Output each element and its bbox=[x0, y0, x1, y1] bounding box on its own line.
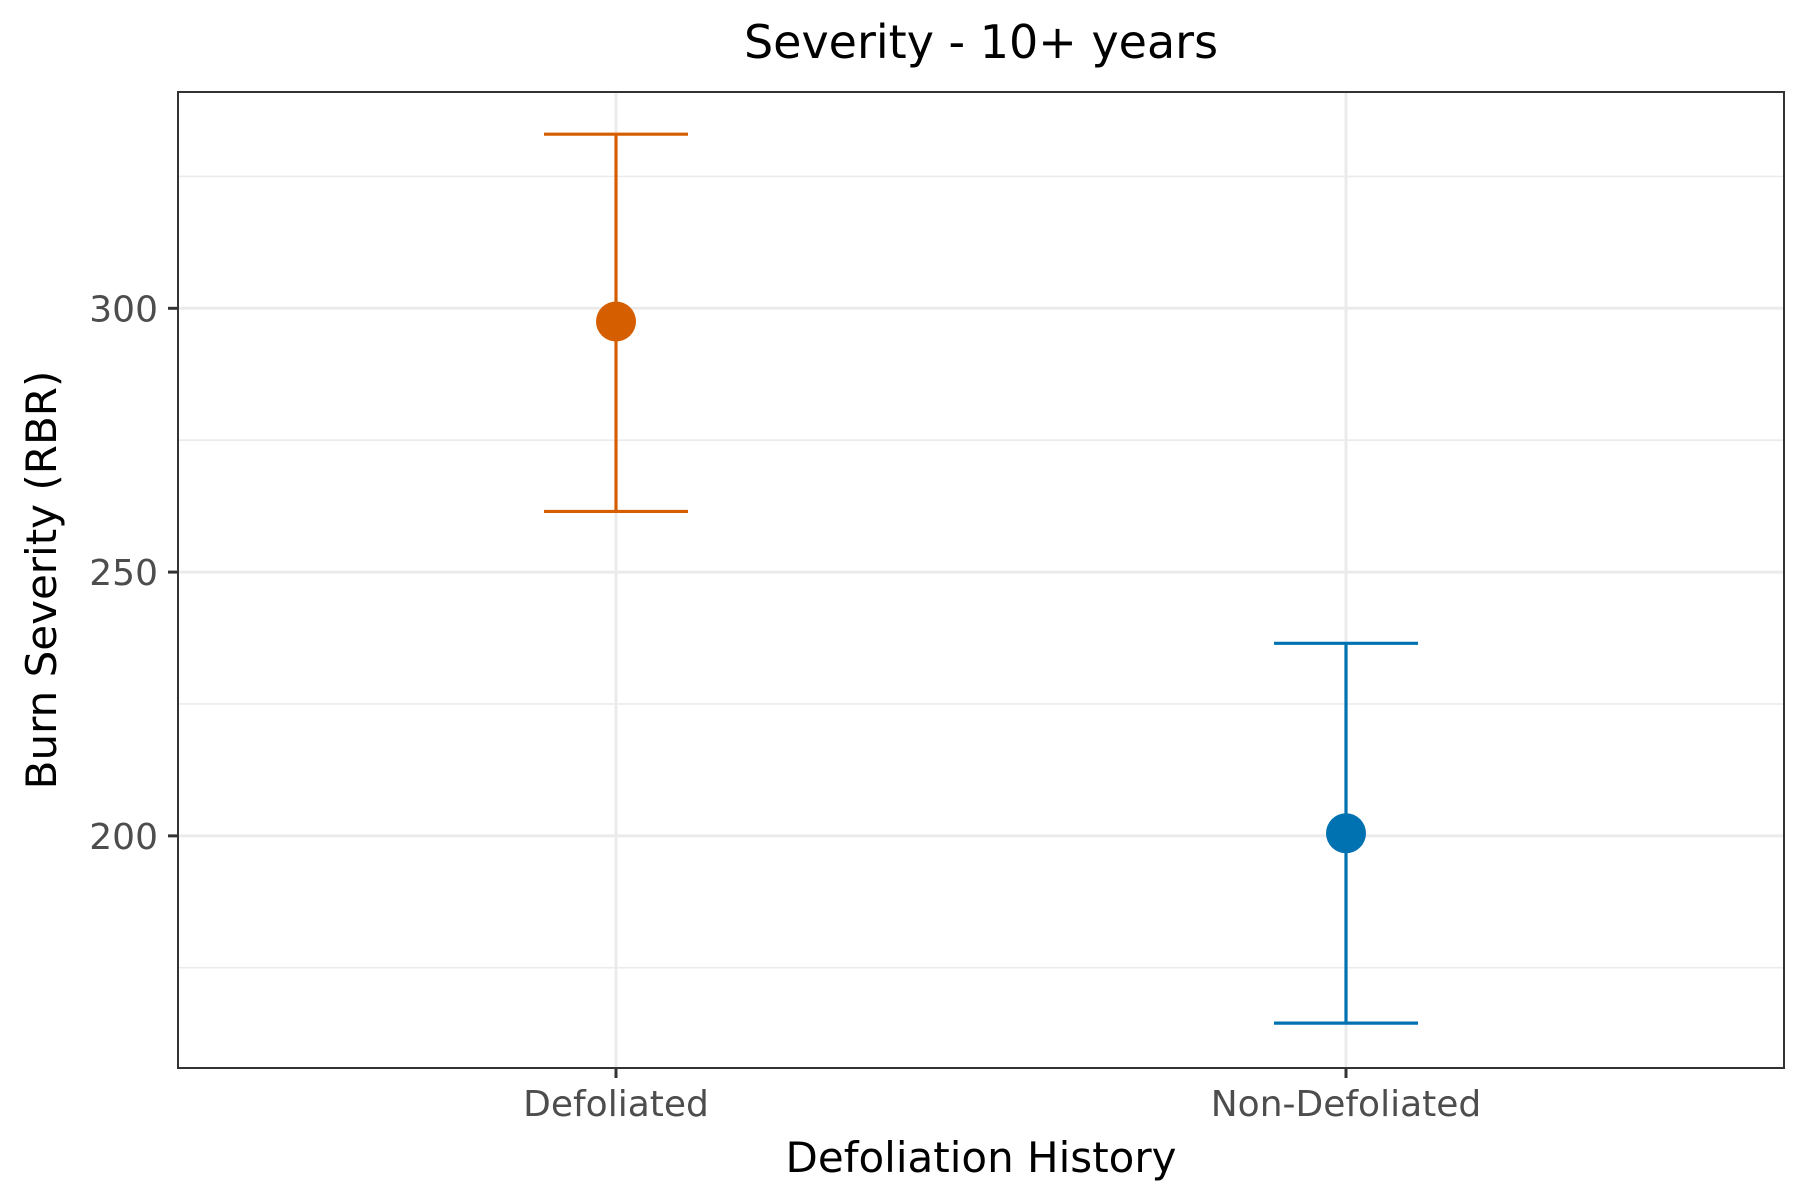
x-axis-title: Defoliation History bbox=[786, 1133, 1177, 1182]
y-tick-label: 250 bbox=[89, 553, 158, 594]
errorbar-defoliated bbox=[544, 132, 688, 514]
grid bbox=[178, 92, 1784, 1068]
mean-point bbox=[596, 301, 636, 342]
y-axis-title: Burn Severity (RBR) bbox=[17, 371, 66, 790]
x-tick-label: Non-Defoliated bbox=[1211, 1084, 1482, 1125]
x-tick-label: Defoliated bbox=[523, 1084, 709, 1125]
mean-point bbox=[1326, 813, 1366, 854]
errorbar-non-defoliated bbox=[1274, 641, 1418, 1025]
marks bbox=[544, 132, 1418, 1025]
chart-title: Severity - 10+ years bbox=[744, 15, 1218, 69]
y-tick-label: 300 bbox=[89, 289, 158, 330]
axes: 200 250 300 Defoliated Non-Defoliated bbox=[89, 289, 1481, 1125]
panel-border bbox=[177, 91, 1785, 1069]
y-tick-label: 200 bbox=[89, 817, 158, 858]
panel-background bbox=[178, 92, 1784, 1068]
